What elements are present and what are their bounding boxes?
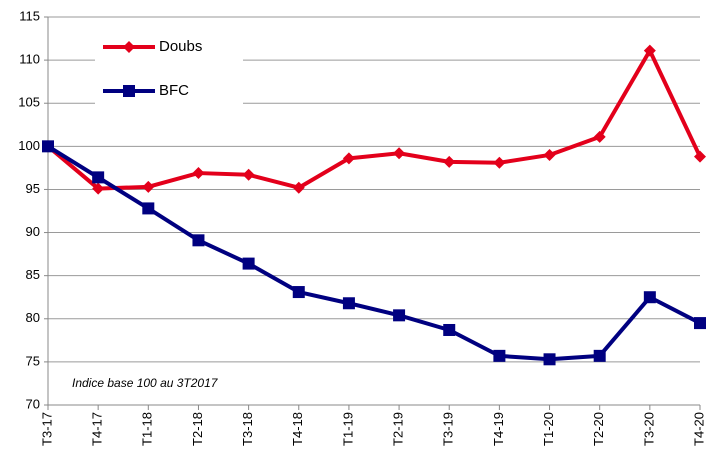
marker — [643, 291, 656, 304]
marker — [142, 202, 155, 215]
legend-box — [95, 28, 243, 108]
x-tick-label: T2-20 — [591, 412, 606, 446]
marker — [342, 152, 355, 165]
x-tick-label: T4-18 — [290, 412, 305, 446]
y-tick-label: 115 — [19, 8, 40, 23]
marker — [342, 297, 355, 310]
marker — [643, 44, 656, 57]
marker — [92, 171, 105, 184]
x-tick-label: T4-17 — [90, 412, 105, 446]
y-tick-label: 90 — [26, 224, 40, 239]
marker — [493, 349, 506, 362]
x-tick-label: T4-20 — [691, 412, 706, 446]
x-tick-label: T3-17 — [39, 412, 54, 446]
x-tick-label: T2-18 — [190, 412, 205, 446]
marker — [192, 234, 205, 247]
marker — [543, 148, 556, 161]
y-tick-label: 100 — [18, 138, 40, 153]
legend-marker — [123, 41, 135, 53]
y-tick-label: 80 — [26, 310, 40, 325]
marker — [393, 147, 406, 160]
legend-marker — [123, 85, 135, 97]
x-tick-label: T3-20 — [641, 412, 656, 446]
marker — [393, 309, 406, 322]
x-tick-label: T3-19 — [441, 412, 456, 446]
y-tick-label: 95 — [26, 181, 40, 196]
marker — [593, 349, 606, 362]
marker — [292, 181, 305, 194]
marker — [694, 317, 706, 330]
marker — [242, 168, 255, 181]
marker — [192, 167, 205, 180]
x-tick-label: T1-20 — [541, 412, 556, 446]
legend-label: Doubs — [159, 38, 202, 55]
y-tick-label: 105 — [18, 95, 40, 110]
x-tick-label: T4-19 — [491, 412, 506, 446]
annotation: Indice base 100 au 3T2017 — [72, 376, 219, 390]
marker — [493, 156, 506, 169]
marker — [443, 323, 456, 336]
marker — [92, 182, 105, 195]
x-tick-label: T1-19 — [340, 412, 355, 446]
series-line — [46, 48, 702, 191]
y-tick-label: 110 — [19, 52, 40, 67]
marker — [443, 155, 456, 168]
marker — [242, 257, 255, 270]
marker — [593, 130, 606, 143]
marker — [292, 286, 305, 299]
x-tick-label: T1-18 — [140, 412, 155, 446]
x-tick-label: T3-18 — [240, 412, 255, 446]
x-tick-label: T2-19 — [391, 412, 406, 446]
series-line — [46, 144, 701, 362]
marker — [543, 353, 556, 366]
y-tick-label: 85 — [26, 267, 40, 282]
y-tick-label: 70 — [26, 396, 40, 411]
marker — [142, 180, 155, 193]
marker — [42, 140, 54, 153]
marker — [694, 150, 706, 163]
legend-label: BFC — [159, 82, 189, 99]
y-tick-label: 75 — [26, 353, 40, 368]
